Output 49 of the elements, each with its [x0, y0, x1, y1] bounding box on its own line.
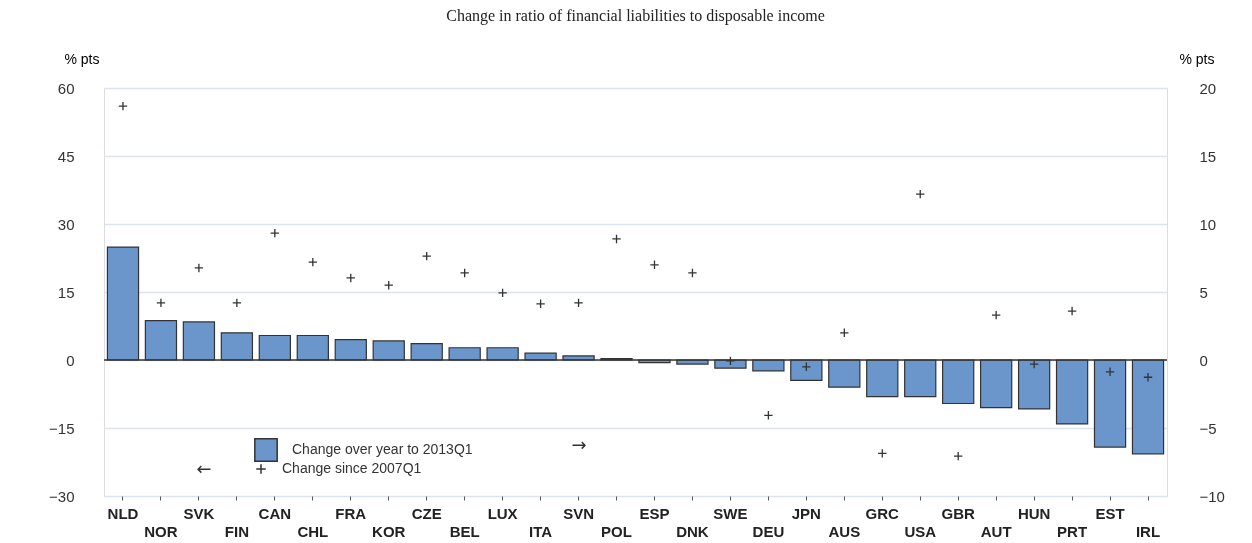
x-tick-label: SVN — [563, 504, 594, 522]
x-tick-label: NLD — [107, 504, 139, 522]
annotation: → — [571, 434, 587, 455]
y-tick-label: −15 — [49, 419, 75, 437]
x-tick-label: JPN — [791, 504, 821, 522]
x-tick-label: FRA — [335, 504, 367, 522]
x-tick-label: NOR — [144, 522, 178, 540]
legend-label: Change since 2007Q1 — [282, 460, 422, 476]
chart-subtitle: Change in ratio of financial liabilities to disposable income — [446, 7, 825, 25]
annotation: ← — [196, 458, 212, 479]
x-tick-label: GBR — [941, 504, 976, 522]
x-tick-label: SVK — [183, 504, 215, 522]
x-tick-label: CHL — [297, 522, 329, 540]
x-tick-label: DNK — [676, 522, 709, 540]
y2-tick-label: 15 — [1199, 147, 1217, 165]
x-tick-label: ITA — [529, 522, 553, 540]
x-tick-label: AUS — [828, 522, 861, 540]
x-tick-label: CAN — [258, 504, 292, 522]
x-tick-label: CZE — [411, 504, 442, 522]
y-tick-label: 0 — [66, 351, 75, 369]
y2-tick-label: −5 — [1199, 419, 1217, 437]
y-tick-label: 30 — [57, 215, 75, 233]
x-tick-label: USA — [904, 522, 937, 540]
y2-tick-label: 10 — [1199, 215, 1217, 233]
x-tick-label: LUX — [487, 504, 518, 522]
x-tick-label: PRT — [1057, 522, 1088, 540]
x-tick-label: HUN — [1017, 504, 1051, 522]
y-tick-label: −30 — [49, 487, 75, 505]
y2-tick-label: 20 — [1199, 79, 1217, 97]
x-tick-label: AUT — [980, 522, 1012, 540]
x-tick-label: ESP — [639, 504, 670, 522]
legend-label: Change over year to 2013Q1 — [292, 441, 473, 457]
y2-tick-label: −10 — [1199, 487, 1225, 505]
x-tick-label: DEU — [752, 522, 785, 540]
x-tick-label: IRL — [1135, 522, 1161, 540]
x-tick-label: SWE — [713, 504, 748, 522]
y2-axis-title: % pts — [1179, 50, 1215, 67]
x-tick-label: BEL — [449, 522, 480, 540]
x-tick-label: GRC — [865, 504, 900, 522]
y2-tick-label: 5 — [1199, 283, 1208, 301]
y-axis-title: % pts — [64, 50, 100, 67]
y-tick-label: 60 — [57, 79, 75, 97]
y-tick-label: 45 — [57, 147, 75, 165]
x-tick-label: KOR — [372, 522, 406, 540]
y2-tick-label: 0 — [1199, 351, 1208, 369]
y-tick-label: 15 — [57, 283, 75, 301]
x-tick-label: EST — [1095, 504, 1125, 522]
x-tick-label: POL — [601, 522, 632, 540]
x-tick-label: FIN — [224, 522, 249, 540]
